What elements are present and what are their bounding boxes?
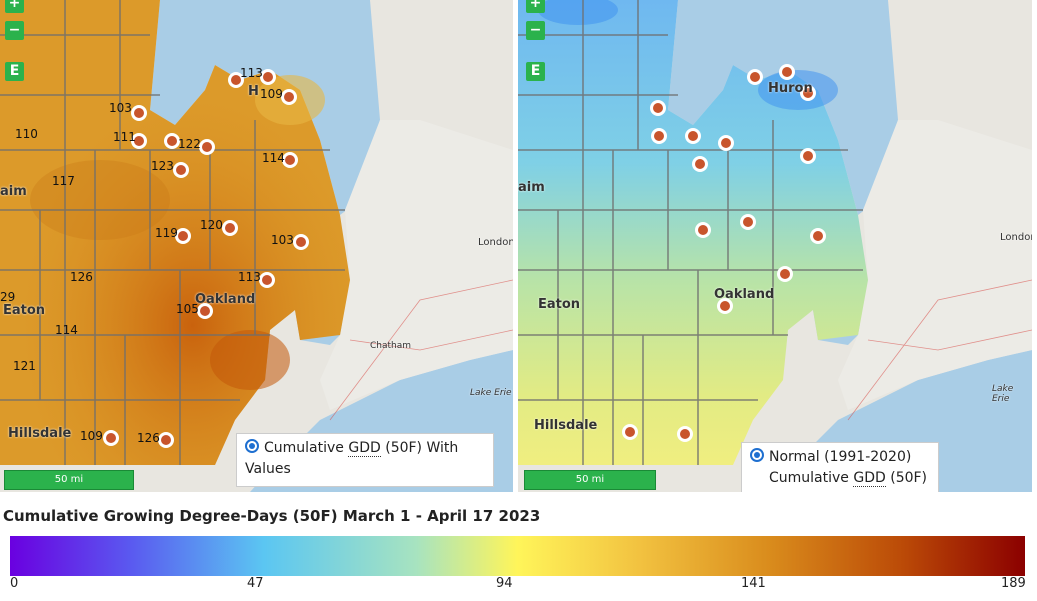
- station-marker[interactable]: [131, 133, 147, 149]
- gdd-value: 103: [271, 233, 294, 247]
- colorbar: [10, 536, 1025, 576]
- city-label: aim: [518, 180, 545, 195]
- city-label: Eaton: [3, 303, 46, 318]
- gdd-value: 105: [176, 302, 199, 316]
- radio-selected-icon[interactable]: [750, 448, 764, 462]
- zoom-extent-button[interactable]: E: [526, 62, 545, 81]
- right-map-canvas: [518, 0, 1032, 492]
- legend-text-2: (50F) With: [380, 440, 459, 456]
- zoom-in-button[interactable]: +: [526, 0, 545, 13]
- colorbar-tick: 189: [1001, 576, 1026, 591]
- city-label: London: [478, 237, 513, 248]
- gdd-abbr: GDD: [348, 440, 381, 457]
- gdd-value: 114: [55, 323, 78, 337]
- gdd-value: 109: [260, 87, 283, 101]
- scale-bar: 50 mi: [4, 470, 134, 490]
- station-marker[interactable]: [800, 85, 816, 101]
- station-marker[interactable]: [747, 69, 763, 85]
- zoom-out-button[interactable]: −: [526, 21, 545, 40]
- right-legend[interactable]: Normal (1991-2020) Cumulative GDD (50F): [741, 442, 939, 492]
- station-marker[interactable]: [810, 228, 826, 244]
- station-marker[interactable]: [222, 220, 238, 236]
- city-label: Huron: [768, 81, 813, 96]
- gdd-value: 113: [240, 66, 263, 80]
- left-map[interactable]: + − E 113 109 103 111 122 123 114 110 11…: [0, 0, 513, 492]
- station-marker[interactable]: [800, 148, 816, 164]
- city-label: Oakland: [714, 287, 775, 302]
- gdd-value: 126: [70, 270, 93, 284]
- city-label: Hillsdale: [8, 426, 72, 441]
- city-label: Lake Erie: [992, 384, 1014, 404]
- colorbar-tick: 47: [247, 576, 264, 591]
- gdd-value: 126: [137, 431, 160, 445]
- gdd-value: 119: [155, 226, 178, 240]
- station-marker[interactable]: [199, 139, 215, 155]
- city-label: Oakland: [195, 292, 256, 307]
- gdd-value: 29: [0, 290, 16, 304]
- station-marker[interactable]: [259, 272, 275, 288]
- zoom-extent-button[interactable]: E: [5, 62, 24, 81]
- station-marker[interactable]: [692, 156, 708, 172]
- station-marker[interactable]: [651, 128, 667, 144]
- zoom-out-button[interactable]: −: [5, 21, 24, 40]
- legend-text-2: Cumulative: [769, 470, 854, 486]
- station-marker[interactable]: [158, 432, 174, 448]
- station-marker[interactable]: [103, 430, 119, 446]
- station-marker[interactable]: [228, 72, 244, 88]
- scale-bar: 50 mi: [524, 470, 656, 490]
- station-marker[interactable]: [197, 303, 213, 319]
- gdd-value: 110: [15, 127, 38, 141]
- city-label: Hillsdale: [534, 418, 598, 433]
- legend-text-3: (50F): [885, 470, 928, 486]
- map-divider: [513, 0, 518, 492]
- gdd-abbr: GDD: [853, 470, 886, 487]
- left-legend[interactable]: Cumulative GDD (50F) With Values: [236, 433, 494, 487]
- station-marker[interactable]: [622, 424, 638, 440]
- station-marker[interactable]: [695, 222, 711, 238]
- station-marker[interactable]: [685, 128, 701, 144]
- city-label: Eaton: [538, 297, 581, 312]
- station-marker[interactable]: [650, 100, 666, 116]
- radio-selected-icon[interactable]: [245, 439, 259, 453]
- colorbar-tick: 0: [10, 576, 19, 591]
- gdd-value: 113: [238, 270, 261, 284]
- gdd-value: 117: [52, 174, 75, 188]
- station-marker[interactable]: [164, 133, 180, 149]
- legend-text-1: Normal (1991-2020): [769, 449, 912, 465]
- station-marker[interactable]: [740, 214, 756, 230]
- colorbar-tick: 94: [496, 576, 513, 591]
- station-marker[interactable]: [677, 426, 693, 442]
- gdd-value: 123: [151, 159, 174, 173]
- colorbar-title: Cumulative Growing Degree-Days (50F) Mar…: [3, 507, 541, 525]
- gdd-value: 122: [178, 137, 201, 151]
- gdd-value: 121: [13, 359, 36, 373]
- zoom-in-button[interactable]: +: [5, 0, 24, 13]
- city-label: Lake Erie: [470, 388, 512, 398]
- station-marker[interactable]: [260, 69, 276, 85]
- city-label: H: [248, 84, 259, 99]
- station-marker[interactable]: [777, 266, 793, 282]
- station-marker[interactable]: [779, 64, 795, 80]
- gdd-value: 111: [113, 130, 136, 144]
- station-marker[interactable]: [293, 234, 309, 250]
- station-marker[interactable]: [173, 162, 189, 178]
- legend-text-3: Values: [245, 461, 291, 477]
- station-marker[interactable]: [718, 135, 734, 151]
- station-marker[interactable]: [282, 152, 298, 168]
- legend-text-1: Cumulative: [264, 440, 349, 456]
- station-marker[interactable]: [131, 105, 147, 121]
- city-label: London: [1000, 232, 1032, 243]
- station-marker[interactable]: [281, 89, 297, 105]
- gdd-value: 103: [109, 101, 132, 115]
- colorbar-tick: 141: [741, 576, 766, 591]
- city-label: aim: [0, 184, 27, 199]
- gdd-value: 114: [262, 151, 285, 165]
- city-label: Chatham: [370, 341, 412, 351]
- station-marker[interactable]: [175, 228, 191, 244]
- right-map[interactable]: + − E Huron Eaton Oakland Hillsdale Lond…: [518, 0, 1032, 492]
- gdd-value: 109: [80, 429, 103, 443]
- station-marker[interactable]: [717, 298, 733, 314]
- gdd-value: 120: [200, 218, 223, 232]
